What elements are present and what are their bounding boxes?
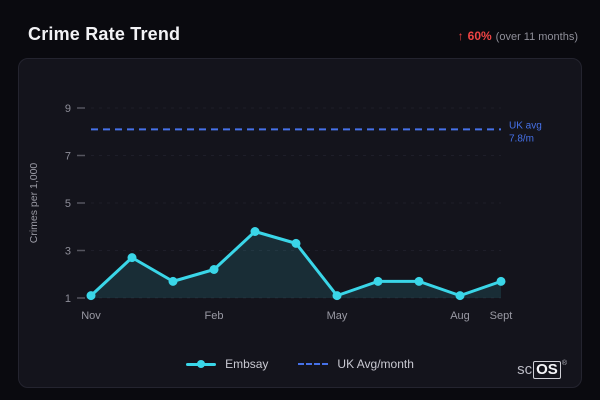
legend-label-uk-avg: UK Avg/month <box>337 357 414 371</box>
trend-caption: (over 11 months) <box>495 31 578 43</box>
uk-avg-dash-swatch-icon <box>298 363 329 365</box>
chart-card: 1 3 5 7 9 Crimes per 1,000 UK avg 7.8/m Nov Feb Ma… <box>18 58 582 388</box>
trend-value: 60% <box>467 29 492 43</box>
svg-text:7: 7 <box>65 151 71 163</box>
scos-logo: sc OS ® <box>517 360 567 379</box>
svg-text:5: 5 <box>65 198 71 210</box>
svg-text:1: 1 <box>65 293 71 305</box>
svg-text:9: 9 <box>65 103 71 115</box>
legend-label-embsay: Embsay <box>225 357 269 371</box>
embsay-line-swatch-icon <box>186 360 217 368</box>
svg-text:Feb: Feb <box>205 310 224 322</box>
logo-boxed: OS <box>533 361 561 379</box>
svg-text:3: 3 <box>65 246 71 258</box>
logo-registered-mark: ® <box>561 360 567 367</box>
svg-text:Sept: Sept <box>490 310 513 322</box>
legend-item-embsay[interactable]: Embsay <box>186 357 268 371</box>
svg-text:Nov: Nov <box>81 310 101 322</box>
chart-legend: Embsay UK Avg/month <box>19 357 581 371</box>
logo-prefix: sc <box>517 361 533 378</box>
trend-up-arrow-icon: ↑ <box>457 29 464 43</box>
crime-trend-chart[interactable]: 1 3 5 7 9 Crimes per 1,000 UK avg 7.8/m Nov Feb Ma… <box>19 63 583 355</box>
svg-text:7.8/m: 7.8/m <box>509 133 534 144</box>
page-title: Crime Rate Trend <box>28 24 181 44</box>
svg-text:Aug: Aug <box>450 310 470 322</box>
svg-text:May: May <box>327 310 348 322</box>
legend-item-uk-avg[interactable]: UK Avg/month <box>298 357 414 371</box>
trend-indicator: ↑ 60% (over 11 months) <box>458 29 578 43</box>
svg-text:Crimes per 1,000: Crimes per 1,000 <box>28 163 40 244</box>
svg-text:UK avg: UK avg <box>509 120 542 131</box>
